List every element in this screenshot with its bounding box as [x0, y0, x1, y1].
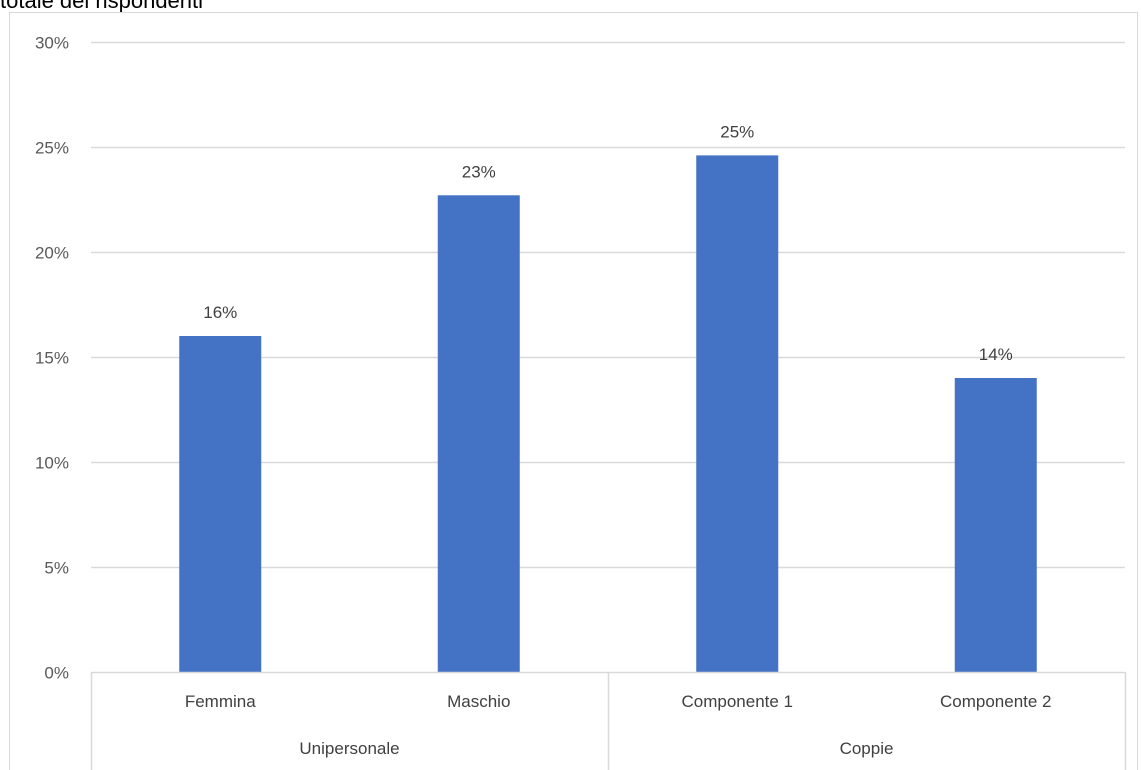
data-label: 23%: [462, 162, 496, 181]
y-tick-label: 5%: [44, 559, 69, 578]
x-tick-label: Maschio: [447, 692, 510, 711]
x-tick-label: Femmina: [185, 692, 256, 711]
bars: 16% 23% 25% 14%: [179, 122, 1037, 673]
chart-caption: totale dei rispondenti: [0, 0, 204, 13]
bar: [696, 155, 779, 672]
y-tick-label: 20%: [35, 244, 69, 263]
y-tick-label: 25%: [35, 139, 69, 158]
group-label: Unipersonale: [299, 739, 399, 758]
bar: [954, 378, 1037, 672]
gridlines: [91, 41, 1125, 569]
y-axis: 0% 5% 10% 15% 20% 25% 30%: [35, 34, 69, 683]
bar: [437, 195, 520, 673]
data-label: 14%: [979, 345, 1013, 364]
data-label: 25%: [720, 122, 754, 141]
y-tick-label: 15%: [35, 349, 69, 368]
bar: [179, 336, 262, 672]
x-tick-label: Componente 2: [940, 692, 1052, 711]
group-label: Coppie: [840, 739, 894, 758]
chart-frame: [9, 12, 1138, 770]
x-tick-label: Componente 1: [681, 692, 793, 711]
data-label: 16%: [203, 303, 237, 322]
y-tick-label: 0%: [44, 664, 69, 683]
y-tick-label: 30%: [35, 34, 69, 53]
x-axis: Femmina Maschio Componente 1 Componente 2 Un…: [90, 671, 1127, 770]
y-tick-label: 10%: [35, 454, 69, 473]
